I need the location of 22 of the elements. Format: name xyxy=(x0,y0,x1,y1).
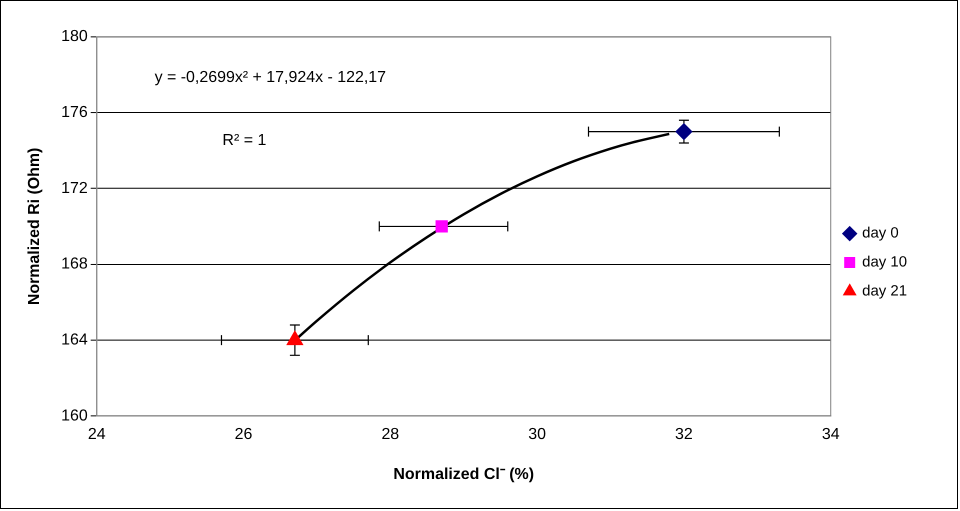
point xyxy=(436,220,448,233)
y-axis-title: Normalized Ri (Ohm) xyxy=(26,148,43,306)
y-tick-label: 180 xyxy=(61,28,88,46)
y-tick-label: 164 xyxy=(61,332,88,349)
y-tick-label: 176 xyxy=(61,104,88,122)
x-tick-label: 28 xyxy=(381,426,400,443)
legend-label: day 10 xyxy=(862,254,908,271)
x-tick-label: 26 xyxy=(234,426,253,443)
x-tick-label: 34 xyxy=(822,426,840,443)
annotation: y = -0,2699x² + 17,924x - 122,17 xyxy=(154,69,386,86)
point xyxy=(675,123,692,140)
x-tick-label: 24 xyxy=(88,426,106,443)
x-tick-label: 30 xyxy=(528,426,546,443)
x-axis-title: Normalized Cl⁻ (%) xyxy=(393,466,534,483)
legend-label: day 21 xyxy=(862,282,908,300)
legend-label: day 0 xyxy=(862,224,899,242)
x-tick-label: 32 xyxy=(675,426,693,443)
y-tick-label: 160 xyxy=(61,407,88,424)
point xyxy=(286,330,304,346)
y-tick-label: 172 xyxy=(61,180,88,197)
annotation: R² = 1 xyxy=(222,132,266,149)
y-tick-label: 168 xyxy=(61,256,88,273)
